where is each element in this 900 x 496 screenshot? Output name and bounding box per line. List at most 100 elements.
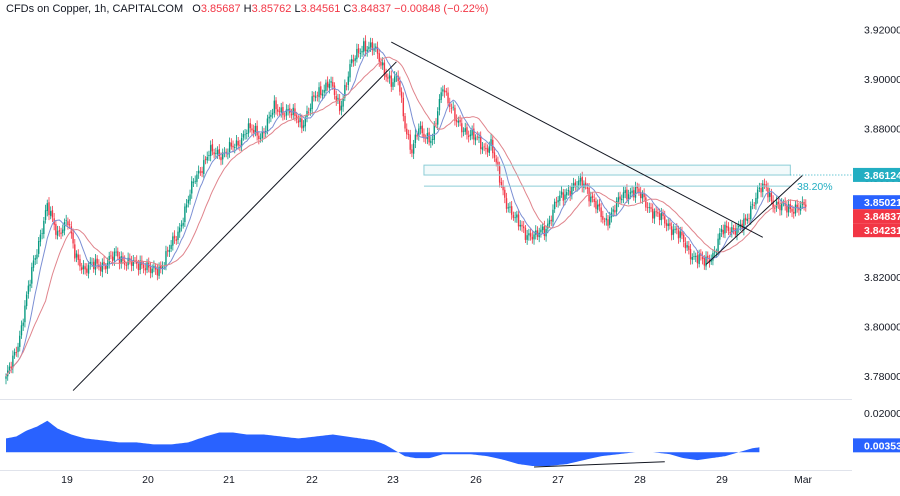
candle-body [581, 176, 583, 187]
candle-body [369, 42, 372, 48]
candle-body [557, 200, 559, 203]
candle-body [268, 116, 270, 119]
candle-body [517, 214, 520, 227]
candle-body [440, 92, 442, 100]
candle-body [586, 187, 589, 189]
candle-body [624, 190, 626, 193]
candle-body [502, 185, 504, 191]
candle-body [295, 115, 298, 120]
candle-body [297, 120, 300, 123]
candle-body [679, 231, 681, 238]
high-value: 3.85762 [251, 3, 292, 15]
candle-body [222, 152, 224, 160]
candle-body [328, 83, 331, 89]
candle-body [60, 232, 62, 235]
candle-body [29, 284, 31, 287]
candle-body [333, 85, 336, 95]
candle-body [63, 221, 66, 231]
candle-body [731, 227, 733, 233]
candle-body [48, 202, 50, 215]
candle-body [182, 222, 184, 226]
candle-body [593, 198, 595, 202]
candle-body [287, 108, 289, 111]
candle-body [160, 266, 162, 269]
interval[interactable]: 1h [94, 3, 107, 15]
candle-body [197, 170, 200, 174]
candle-body [509, 206, 511, 208]
candle-body [237, 141, 239, 146]
candle-body [106, 262, 109, 269]
candle-body [758, 187, 761, 189]
candle-body [151, 268, 153, 274]
candle-body [605, 218, 607, 221]
candle-body [36, 254, 38, 259]
candle-body [302, 125, 305, 128]
candle-body [688, 245, 690, 250]
trendline [705, 175, 803, 265]
candle-body [113, 251, 116, 261]
candle-body [175, 239, 177, 241]
candle-body [43, 220, 45, 235]
candle-body [39, 234, 42, 242]
open-label: O [192, 3, 201, 15]
candle-body [450, 107, 453, 109]
candle-body [712, 252, 714, 261]
candle-body [418, 128, 420, 136]
candle-body [452, 106, 454, 108]
candle-body [94, 259, 97, 270]
candle-body [560, 191, 563, 195]
candle-body [206, 156, 208, 161]
candle-body [696, 255, 699, 264]
candle-body [44, 210, 47, 220]
candle-body [430, 140, 432, 144]
candle-body [110, 255, 112, 257]
candle-body [216, 149, 219, 155]
candle-body [781, 203, 783, 211]
candle-body [130, 260, 133, 266]
x-tick-label: 22 [306, 474, 318, 486]
candle-body [283, 115, 286, 117]
candle-body [311, 96, 313, 110]
price-label-text: 3.86124 [864, 170, 900, 182]
candle-body [254, 125, 257, 133]
candle-body [533, 234, 535, 240]
candle-body [787, 204, 790, 213]
candle-body [443, 90, 446, 93]
candle-body [734, 228, 736, 235]
candle-body [383, 62, 386, 75]
candle-body [390, 75, 392, 87]
candle-body [419, 126, 422, 130]
candle-body [256, 125, 258, 136]
candle-body [543, 226, 546, 236]
candle-body [423, 133, 425, 139]
candle-body [103, 261, 105, 266]
symbol-name[interactable]: CFDs on Copper [6, 3, 88, 15]
candle-body [67, 221, 69, 226]
candle-body [622, 192, 625, 198]
candle-body [397, 75, 399, 82]
candle-body [627, 194, 630, 200]
candle-body [672, 229, 675, 235]
candle-body [462, 130, 465, 132]
candle-body [564, 194, 566, 200]
candle-body [340, 105, 343, 111]
candle-body [41, 233, 43, 235]
candle-body [32, 260, 35, 268]
candle-body [481, 147, 484, 150]
candle-body [191, 181, 193, 194]
candle-body [373, 48, 375, 51]
candle-body [392, 82, 394, 87]
candle-body [617, 197, 620, 202]
candle-body [137, 263, 140, 271]
candle-body [180, 224, 183, 227]
candle-body [366, 49, 368, 52]
candle-body [213, 152, 215, 155]
candle-body [550, 219, 552, 222]
candle-body [748, 218, 750, 219]
x-tick-label: Mar [794, 474, 813, 486]
candle-body [689, 249, 692, 260]
candle-body [670, 226, 673, 236]
candle-body [762, 183, 764, 192]
candle-body [768, 192, 771, 197]
